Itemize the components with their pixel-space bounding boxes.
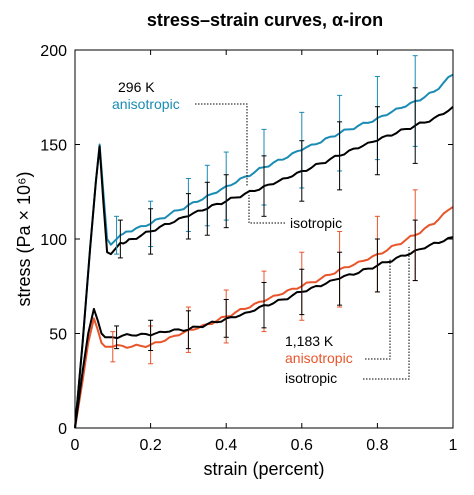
error-bar-iso_296	[204, 181, 210, 236]
y-tick-label: 100	[40, 232, 67, 249]
annotation-isotropic-296: isotropic	[290, 215, 342, 231]
x-tick-label: 0.4	[215, 437, 237, 454]
series-line-iso_1183	[74, 236, 454, 429]
error-bar-iso_296	[412, 87, 418, 164]
series-line-aniso_1183	[74, 206, 454, 429]
error-bar-iso_1183	[374, 238, 380, 293]
error-bar-iso_1183	[185, 310, 191, 350]
x-tick-label: 0.6	[291, 437, 313, 454]
error-bar-iso_1183	[337, 251, 343, 306]
y-tick-label: 50	[49, 327, 67, 344]
errorbar-layer	[110, 55, 418, 365]
leader-isotropic-296	[248, 195, 285, 224]
error-bar-iso_1183	[412, 219, 418, 282]
annotation-temp-296: 296 K	[118, 79, 155, 95]
x-tick-label: 0.2	[139, 437, 161, 454]
chart-title: stress–strain curves, α-iron	[147, 10, 383, 30]
error-bar-iso_1183	[223, 298, 229, 338]
error-bar-iso_296	[374, 106, 380, 176]
annotation-temp-1183: 1,183 K	[285, 333, 334, 349]
x-tick-label: 1	[449, 437, 458, 454]
y-axis-title: stress (Pa × 10⁶)	[14, 172, 34, 307]
error-bar-iso_296	[223, 174, 229, 229]
series-layer	[74, 73, 454, 429]
x-tick-label: 0	[71, 437, 80, 454]
error-bar-iso_1183	[261, 281, 267, 329]
x-tick-label: 0.8	[366, 437, 388, 454]
annotation-anisotropic-1183: anisotropic	[285, 350, 353, 366]
annotation-anisotropic-296: anisotropic	[112, 96, 180, 112]
y-tick-label: 0	[58, 421, 67, 438]
error-bar-iso_296	[148, 208, 154, 255]
error-bar-iso_1183	[148, 319, 154, 352]
y-tick-label: 150	[40, 138, 67, 155]
error-bar-iso_1183	[114, 325, 120, 350]
error-bar-aniso_296	[114, 215, 120, 255]
x-axis-title: strain (percent)	[203, 459, 324, 479]
error-bar-iso_296	[337, 121, 343, 191]
error-bar-iso_296	[299, 140, 305, 202]
series-line-aniso_296	[74, 73, 454, 429]
tick-layer: 0 0.2 0.4 0.6 0.8 1 0 50 100 150 200	[40, 43, 457, 454]
error-bar-iso_1183	[299, 268, 305, 316]
error-bar-aniso_1183	[110, 331, 116, 363]
error-bar-iso_296	[117, 219, 123, 259]
error-bar-iso_296	[185, 193, 191, 240]
leader-isotropic-1183	[363, 247, 410, 380]
error-bar-iso_296	[261, 155, 267, 217]
leader-anisotropic-1183	[365, 258, 391, 360]
leader-layer	[195, 103, 410, 380]
leader-anisotropic-296	[195, 103, 248, 187]
annotation-isotropic-1183: isotropic	[285, 370, 337, 386]
y-tick-label: 200	[40, 43, 67, 60]
